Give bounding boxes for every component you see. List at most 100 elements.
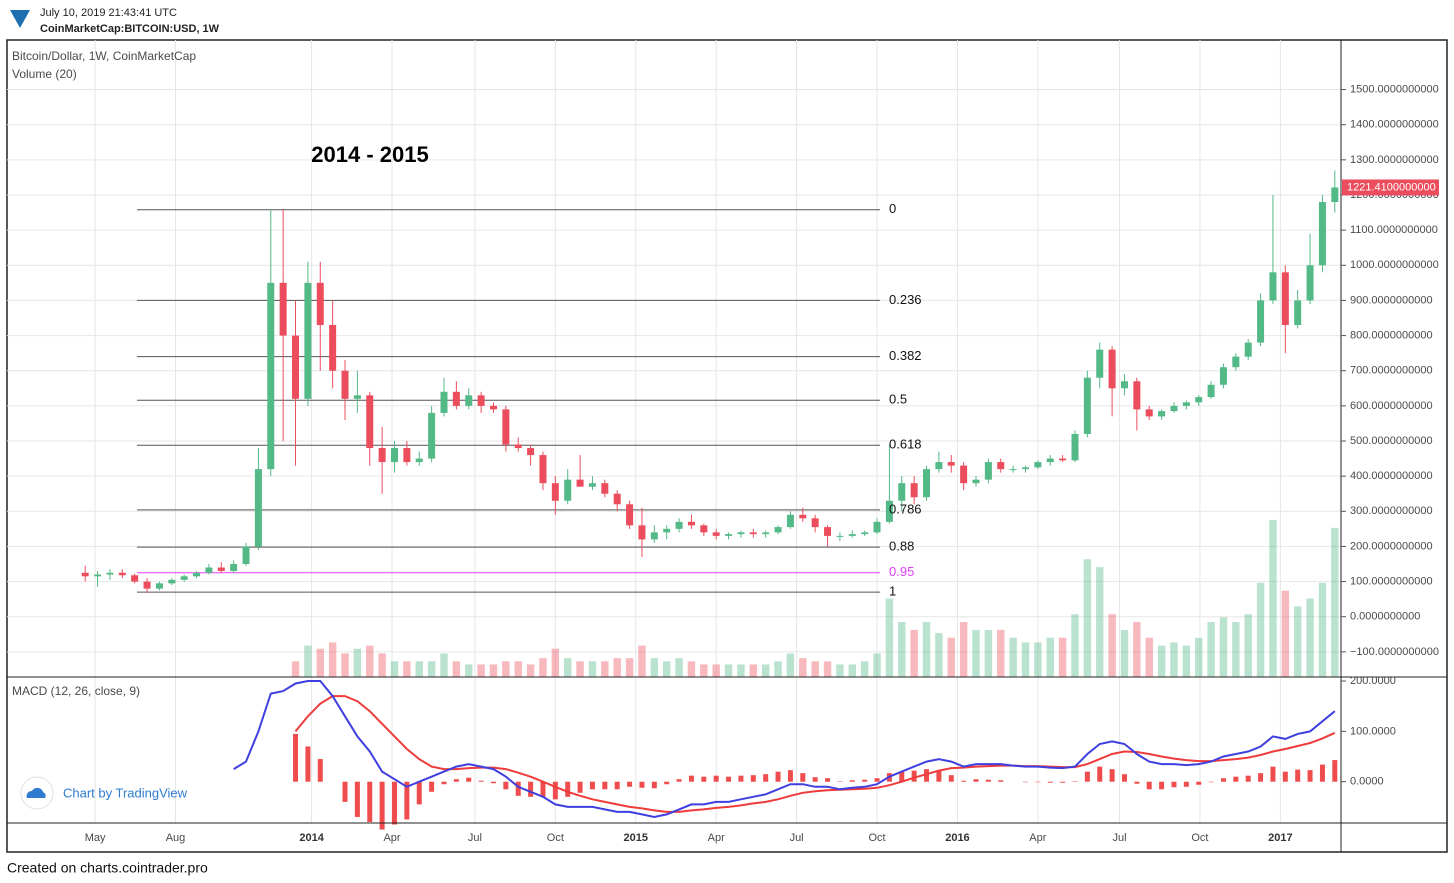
candle-body: [539, 455, 547, 484]
macd-histogram-bar: [589, 781, 595, 790]
fib-label: 0.236: [889, 292, 922, 307]
x-tick-label: Apr: [708, 832, 725, 844]
volume-bar: [1170, 642, 1178, 677]
macd-histogram-bar: [1245, 775, 1251, 782]
macd-histogram-bar: [1097, 766, 1103, 782]
volume-bar: [1157, 645, 1166, 677]
volume-bar: [860, 661, 869, 677]
macd-histogram-bar: [936, 770, 942, 782]
y-tick-label: 900.0000000000: [1350, 294, 1433, 306]
macd-histogram-bar: [354, 781, 360, 817]
candle-body: [1108, 349, 1116, 389]
candle-body: [230, 564, 238, 572]
macd-histogram-bar: [466, 777, 472, 782]
candle-body: [1294, 300, 1302, 326]
macd-histogram-bar: [441, 781, 447, 785]
y-tick-label: −100.0000000000: [1350, 646, 1439, 658]
candle-body: [316, 282, 324, 326]
volume-bar: [366, 645, 374, 677]
candle-body: [292, 335, 300, 399]
volume-bar: [613, 658, 621, 677]
candle-body: [168, 579, 176, 584]
candle-body: [700, 525, 708, 533]
x-tick-label: Oct: [1191, 832, 1208, 844]
candle-body: [638, 525, 646, 540]
volume-bar: [638, 645, 646, 677]
branding[interactable]: Chart by TradingView: [63, 785, 188, 800]
candle-body: [267, 282, 275, 470]
macd-histogram-bar: [1060, 781, 1066, 783]
chart-title: Bitcoin/Dollar, 1W, CoinMarketCap: [12, 49, 196, 63]
fib-label: 0.618: [889, 437, 922, 452]
volume-bar: [1145, 637, 1153, 677]
y-tick-label: 200.0000: [1350, 675, 1396, 687]
macd-histogram-bar: [825, 778, 831, 782]
macd-histogram-bar: [416, 781, 422, 805]
y-tick-label: 100.0000000000: [1350, 575, 1433, 587]
candle-body: [1158, 411, 1166, 417]
volume-bar: [774, 661, 782, 677]
volume-bar: [316, 648, 324, 677]
x-tick-label: Jul: [790, 832, 804, 844]
x-tick-label: Oct: [547, 832, 564, 844]
volume-bar: [1219, 617, 1228, 677]
volume-bar: [390, 661, 399, 677]
candle-body: [923, 469, 931, 498]
macd-histogram-bar: [342, 781, 348, 802]
x-tick-label: May: [85, 832, 106, 844]
candle-body: [242, 546, 250, 565]
macd-histogram-bar: [911, 770, 917, 782]
macd-histogram-bar: [862, 779, 868, 782]
candle-body: [81, 572, 89, 577]
volume-bar: [1034, 642, 1042, 677]
y-tick-label: 1500.0000000000: [1350, 83, 1439, 95]
volume-bar: [724, 664, 733, 677]
volume-bar: [1096, 567, 1104, 677]
candle-body: [898, 483, 906, 501]
macd-histogram-bar: [1270, 766, 1276, 782]
macd-histogram-bar: [577, 781, 583, 793]
volume-bar: [341, 653, 349, 677]
candle-body: [910, 483, 918, 498]
y-tick-label: 200.0000000000: [1350, 540, 1433, 552]
volume-bar: [1306, 598, 1314, 677]
y-tick-label: 400.0000000000: [1350, 470, 1433, 482]
macd-histogram-bar: [1023, 781, 1028, 783]
volume-bar: [873, 653, 881, 677]
candle-body: [873, 521, 881, 533]
y-tick-label: 700.0000000000: [1350, 365, 1433, 377]
volume-bar: [848, 664, 856, 677]
tradingview-badge[interactable]: Chart by TradingView: [20, 776, 188, 810]
candle-body: [1244, 342, 1252, 357]
x-tick-label: Aug: [166, 832, 186, 844]
macd-histogram-bar: [490, 781, 496, 784]
candle-body: [848, 534, 856, 536]
footer: Created on charts.cointrader.pro: [7, 860, 208, 876]
macd-histogram-bar: [565, 781, 571, 797]
candle-body: [687, 521, 695, 526]
candle-body: [1083, 377, 1091, 434]
candle-body: [947, 462, 955, 466]
annotation: 2014 - 2015: [311, 142, 428, 167]
x-tick-label: 2017: [1268, 832, 1292, 844]
candle-body: [1034, 462, 1042, 468]
y-tick-label: 300.0000000000: [1350, 505, 1433, 517]
volume-bar: [675, 658, 683, 677]
macd-histogram-bar: [1121, 774, 1127, 782]
candle-body: [972, 479, 980, 484]
candle-body: [774, 527, 782, 533]
volume-bar: [502, 661, 510, 677]
volume-bar: [1244, 614, 1252, 677]
macd-histogram-bar: [1220, 778, 1226, 782]
x-tick-label: Oct: [868, 832, 885, 844]
candle-body: [1133, 381, 1141, 410]
volume-bar: [1021, 642, 1030, 677]
candle-body: [762, 532, 770, 535]
candle-body: [601, 483, 609, 494]
macd-histogram-bar: [1332, 760, 1338, 782]
fib-label: 0: [889, 201, 896, 216]
volume-bar: [601, 661, 609, 677]
volume-bar: [823, 661, 832, 677]
candle-body: [106, 572, 114, 575]
macd-histogram-bar: [1196, 781, 1202, 785]
